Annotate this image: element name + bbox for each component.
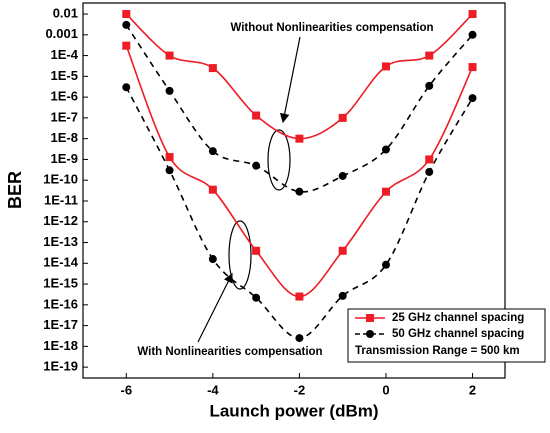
legend-note: Transmission Range = 500 km — [355, 345, 520, 357]
x-tick-label: 2 — [469, 382, 476, 397]
marker — [381, 145, 390, 154]
plot-frame — [82, 2, 506, 379]
x-tick-label: -6 — [121, 382, 133, 397]
marker — [208, 185, 217, 194]
marker — [468, 30, 477, 39]
legend-label: 50 GHz channel spacing — [392, 328, 524, 340]
marker — [295, 334, 304, 343]
marker — [122, 20, 131, 29]
marker — [295, 292, 304, 301]
ellipse — [267, 129, 291, 191]
marker — [122, 41, 131, 50]
y-axis-label: BER — [5, 171, 25, 209]
marker — [338, 171, 347, 180]
marker — [122, 83, 131, 92]
y-tick-label: 1E-18 — [43, 338, 78, 353]
y-tick-label: 0.01 — [53, 5, 78, 20]
x-tick-label: -4 — [207, 382, 219, 397]
marker — [381, 187, 390, 196]
legend-label: 25 GHz channel spacing — [392, 312, 524, 324]
marker — [165, 86, 174, 95]
marker — [468, 10, 477, 19]
y-tick-label: 1E-5 — [51, 68, 78, 83]
series-line — [125, 24, 474, 193]
y-tick-label: 1E-7 — [51, 109, 78, 124]
marker — [165, 51, 174, 60]
marker — [425, 51, 434, 60]
y-tick-label: 1E-6 — [51, 89, 78, 104]
y-tick-label: 1E-19 — [43, 359, 78, 374]
x-axis-label: Launch power (dBm) — [209, 401, 378, 420]
marker — [252, 161, 261, 170]
marker — [425, 155, 434, 164]
marker — [381, 260, 390, 269]
x-tick-label: 0 — [382, 382, 389, 397]
marker — [208, 64, 217, 73]
series-line — [125, 45, 474, 298]
y-tick-label: 1E-13 — [43, 234, 78, 249]
marker — [252, 111, 261, 120]
marker — [252, 293, 261, 302]
plot: 0.01 0.001 1E-4 1E-5 1E-6 1E-7 1E-8 1E-9 1E-10 1E… — [43, 5, 477, 397]
y-tick-label: 1E-8 — [51, 130, 78, 145]
y-tick-label: 1E-4 — [51, 47, 79, 62]
marker — [425, 81, 434, 90]
marker — [381, 62, 390, 71]
marker — [295, 187, 304, 196]
x-tick-label: -2 — [294, 382, 306, 397]
y-tick-label: 1E-14 — [43, 255, 78, 270]
marker — [208, 255, 217, 264]
marker — [295, 134, 304, 143]
y-tick-label: 1E-16 — [43, 296, 78, 311]
marker — [338, 246, 347, 255]
annotation: With Nonlinearities compensation — [137, 346, 322, 358]
marker — [468, 94, 477, 103]
marker — [425, 167, 434, 176]
marker — [366, 330, 374, 338]
marker — [338, 113, 347, 122]
marker — [208, 147, 217, 156]
marker — [338, 291, 347, 300]
y-tick-label: 1E-9 — [51, 151, 78, 166]
marker — [252, 246, 261, 255]
arrow — [279, 36, 301, 124]
marker — [468, 63, 477, 72]
marker — [122, 10, 131, 19]
y-tick-label: 1E-15 — [43, 275, 78, 290]
marker — [165, 166, 174, 175]
marker — [366, 314, 374, 322]
annotation: Without Nonlinearities compensation — [230, 22, 433, 34]
y-tick-label: 1E-11 — [44, 192, 78, 207]
y-tick-label: 1E-17 — [43, 317, 78, 332]
arrow — [197, 272, 233, 343]
y-tick-label: 1E-10 — [43, 172, 78, 187]
y-tick-label: 0.001 — [45, 26, 78, 41]
y-tick-label: 1E-12 — [43, 213, 78, 228]
marker — [165, 153, 174, 162]
ellipse — [228, 220, 252, 290]
